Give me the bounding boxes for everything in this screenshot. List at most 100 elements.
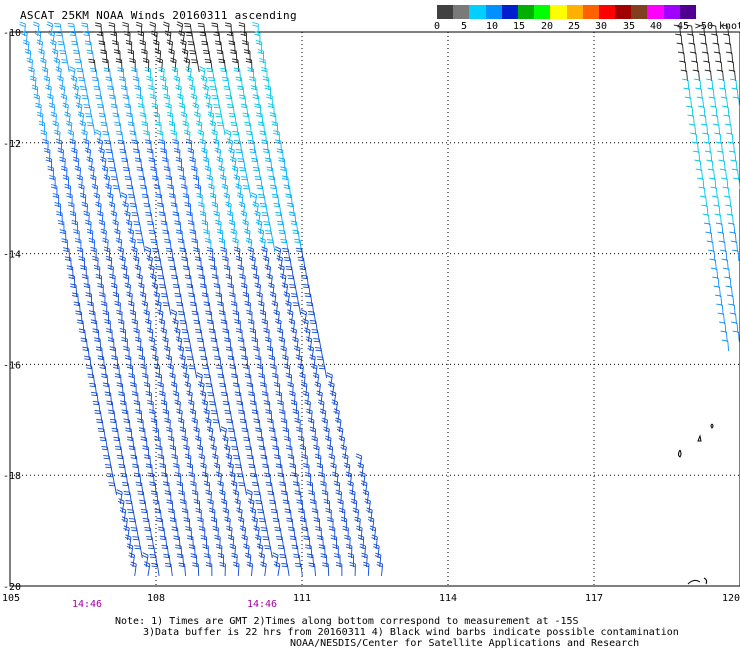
- island-outlines: [678, 423, 714, 585]
- wind-barb: [280, 166, 288, 181]
- wind-barb: [684, 96, 693, 109]
- wind-barb: [126, 112, 134, 127]
- wind-barb: [176, 21, 184, 37]
- wind-barb: [102, 58, 110, 73]
- wind-barb: [314, 453, 322, 469]
- wind-barb: [233, 246, 241, 262]
- wind-barb: [299, 444, 306, 460]
- wind-barb: [210, 265, 217, 280]
- wind-barb: [192, 102, 199, 118]
- wind-barb: [227, 355, 235, 370]
- wind-barb: [276, 220, 285, 235]
- wind-barb: [254, 175, 263, 190]
- wind-barb: [163, 345, 171, 361]
- wind-barb: [256, 184, 265, 199]
- wind-barb: [241, 427, 250, 442]
- wind-barb: [152, 354, 159, 370]
- wind-barb: [713, 285, 721, 298]
- wind-barb: [314, 381, 321, 397]
- wind-barb: [220, 391, 229, 406]
- wind-barb: [181, 48, 189, 64]
- latitude-label: -16: [3, 360, 21, 371]
- wind-barb: [47, 165, 54, 181]
- wind-barb: [356, 525, 363, 541]
- wind-barb: [47, 93, 54, 109]
- wind-barb: [238, 94, 247, 109]
- wind-barb: [181, 435, 188, 451]
- wind-barb: [148, 336, 156, 352]
- wind-barb: [266, 166, 275, 181]
- wind-barb: [297, 435, 305, 451]
- wind-barb: [198, 453, 205, 469]
- wind-barb: [264, 157, 273, 172]
- wind-barb: [264, 336, 272, 352]
- wind-barb: [109, 273, 116, 289]
- wind-barb: [267, 418, 274, 433]
- wind-barb: [188, 544, 196, 559]
- wind-barb: [171, 66, 179, 82]
- wind-barb: [180, 184, 188, 198]
- wind-barb: [256, 291, 263, 307]
- wind-barb: [247, 246, 254, 262]
- wind-barb: [709, 177, 717, 190]
- wind-barb: [274, 526, 283, 541]
- wind-barb: [287, 202, 295, 217]
- wind-barb: [732, 330, 740, 343]
- wind-barb: [166, 111, 174, 127]
- wind-barb: [244, 300, 251, 316]
- wind-barb: [187, 220, 195, 235]
- wind-barb: [38, 48, 45, 64]
- wind-barb: [250, 472, 259, 487]
- wind-barb: [254, 282, 261, 298]
- wind-barb: [713, 204, 721, 217]
- wind-barb: [157, 526, 166, 541]
- wind-barb: [373, 543, 380, 559]
- wind-barb: [95, 94, 104, 109]
- wind-barb: [188, 292, 196, 307]
- wind-barb: [34, 30, 42, 46]
- wind-barb: [147, 399, 154, 415]
- wind-barb: [692, 69, 700, 82]
- wind-barb: [97, 428, 107, 442]
- wind-barb: [367, 516, 375, 532]
- wind-barb: [296, 426, 303, 442]
- wind-barb: [200, 283, 208, 298]
- wind-barb: [79, 192, 87, 208]
- wind-barb: [701, 204, 709, 217]
- colorbar-swatch: [485, 5, 502, 19]
- wind-barb: [345, 543, 353, 559]
- wind-barb: [296, 499, 304, 514]
- wind-barb: [359, 471, 366, 487]
- wind-barb: [232, 382, 241, 397]
- wind-barb: [144, 66, 152, 82]
- wind-barb: [87, 373, 96, 388]
- wind-barb: [263, 472, 272, 487]
- wind-barb: [270, 508, 279, 523]
- wind-barb: [304, 472, 312, 487]
- wind-barb: [201, 219, 208, 235]
- wind-barb: [261, 391, 269, 406]
- wind-barb: [330, 462, 337, 478]
- wind-barb: [279, 481, 287, 496]
- wind-barb: [704, 150, 713, 163]
- wind-barb: [84, 147, 92, 163]
- wind-barb: [291, 472, 298, 487]
- wind-barb: [253, 491, 262, 505]
- wind-barb: [151, 30, 158, 46]
- wind-barb: [216, 122, 226, 136]
- wind-barb: [193, 426, 200, 442]
- wind-barb: [255, 39, 263, 55]
- wind-barb: [334, 553, 341, 568]
- wind-barb: [144, 139, 152, 154]
- wind-barb: [109, 418, 118, 433]
- wind-barb: [329, 390, 337, 406]
- wind-barb: [156, 130, 164, 144]
- wind-barb: [148, 409, 156, 424]
- wind-barb: [160, 220, 169, 235]
- wind-barb: [306, 481, 313, 495]
- wind-barb: [201, 40, 210, 55]
- wind-barb: [135, 230, 144, 244]
- wind-barb: [100, 301, 108, 316]
- wind-barb: [150, 238, 159, 253]
- wind-barb: [257, 228, 265, 244]
